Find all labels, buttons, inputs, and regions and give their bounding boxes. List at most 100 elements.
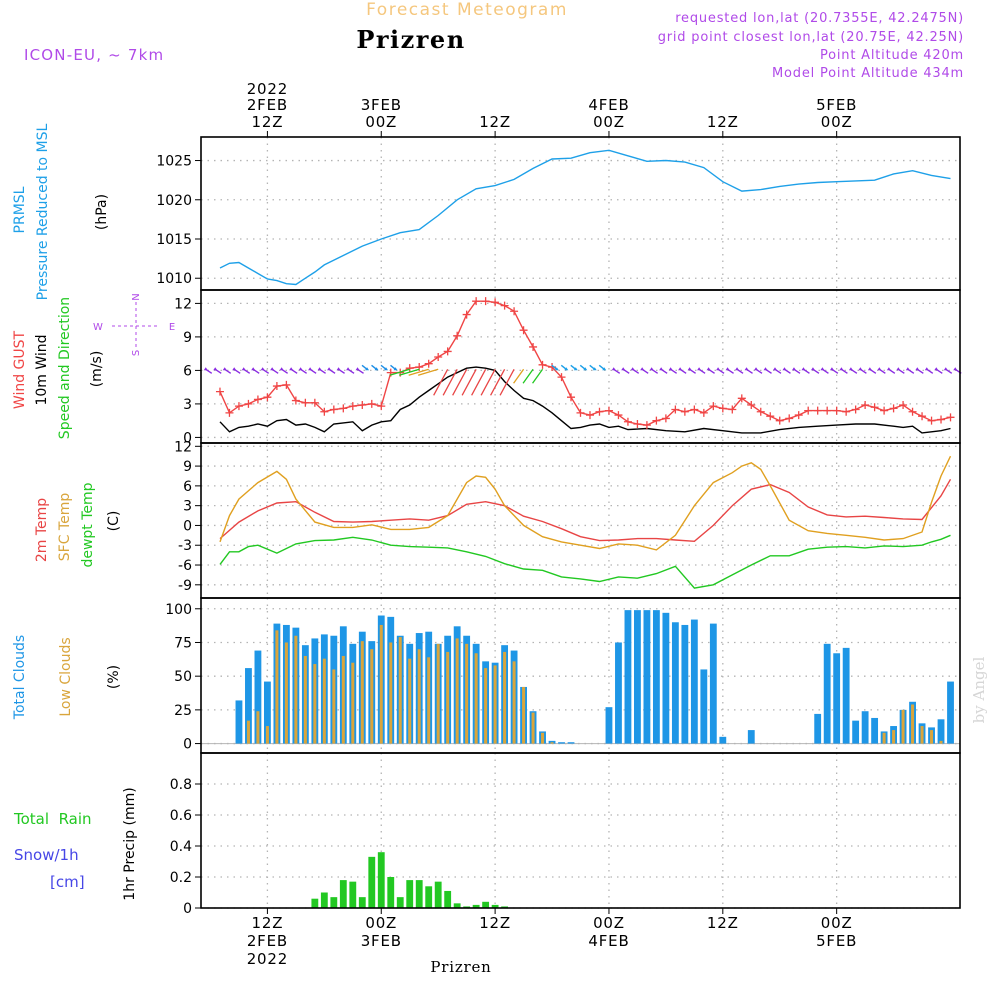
total-cloud-bar	[747, 730, 755, 744]
wind-direction-arrowhead	[384, 367, 389, 371]
time-label-top: 5FEB	[816, 96, 857, 114]
wind-direction-arrowhead	[877, 367, 882, 371]
low-cloud-bar	[417, 649, 421, 744]
y-tick-label: 9	[183, 459, 192, 475]
wind-direction-arrowhead	[924, 367, 929, 371]
wind-direction-arrowhead	[782, 367, 787, 371]
wind-direction-arrowhead	[934, 367, 939, 371]
gust-marker	[918, 412, 927, 421]
wind-direction-arrowhead	[621, 367, 626, 371]
low-cloud-bar	[920, 726, 924, 744]
y-tick-label: 75	[174, 635, 192, 651]
wind-direction-arrowhead	[279, 367, 284, 371]
point-altitude: Point Altitude 420m	[820, 48, 964, 63]
gust-marker	[225, 408, 234, 417]
wind-direction-arrowhead	[848, 367, 853, 371]
gust-marker	[927, 416, 936, 425]
total-cloud-bar	[719, 736, 727, 744]
wind-direction-arrowhead	[346, 367, 351, 371]
rain-bar	[330, 897, 338, 908]
gridpoint-coords: grid point closest lon,lat (20.75E, 42.2…	[658, 30, 964, 45]
gust-marker	[529, 342, 538, 351]
wind-direction-arrowhead	[820, 367, 825, 371]
total-cloud-bar	[643, 610, 651, 744]
gust-marker	[462, 310, 471, 319]
compass-e: E	[169, 322, 175, 333]
gust-marker	[690, 405, 699, 414]
gust-marker	[671, 405, 680, 414]
gust-marker	[813, 406, 822, 415]
wind-direction-arrowhead	[810, 367, 815, 371]
time-label-top: 00Z	[365, 113, 397, 131]
wind-direction-arrowhead	[896, 367, 901, 371]
y-tick-label: 0.6	[170, 808, 192, 824]
gust-marker	[652, 416, 661, 425]
low-cloud-bar	[360, 641, 364, 744]
gust-marker	[642, 421, 651, 430]
wind-direction-arrowhead	[564, 367, 569, 371]
total-cloud-bar	[709, 623, 717, 744]
low-cloud-bar	[436, 643, 440, 744]
total-cloud-bar	[634, 610, 641, 744]
precip-axis-label: 1hr Precip (mm)	[122, 787, 138, 900]
gust-marker	[291, 396, 300, 405]
total-cloud-bar	[254, 650, 262, 744]
requested-coords: requested lon,lat (20.7355E, 42.2475N)	[675, 11, 964, 26]
low-cloud-bar	[531, 712, 535, 744]
wind-direction-arrowhead	[592, 367, 597, 371]
low-cloud-bar	[284, 642, 288, 744]
total-cloud-bar	[947, 681, 954, 744]
gust-marker	[282, 380, 291, 389]
low-cloud-bar	[256, 711, 260, 744]
wind-direction-arrowhead	[839, 367, 844, 371]
wind-direction-arrowhead	[668, 367, 673, 371]
wind-direction-arrowhead	[327, 367, 332, 371]
wind-direction-arrowhead	[905, 367, 910, 371]
total-cloud-bar	[558, 742, 565, 744]
clouds-unit: (%)	[106, 665, 122, 689]
gust-marker	[434, 353, 443, 362]
total-cloud-bar	[833, 653, 841, 744]
wind-direction-arrowhead	[659, 367, 664, 371]
pressure-panel-frame	[200, 136, 961, 291]
dewpt-line	[219, 534, 951, 589]
wind-direction-arrowhead	[725, 367, 730, 371]
gust-marker	[842, 407, 851, 416]
low-cloud-bar	[427, 657, 431, 744]
precip-panel-frame	[200, 752, 961, 909]
rain-bar	[482, 901, 490, 908]
low-cloud-bar	[930, 730, 934, 744]
wind-direction-arrowhead	[697, 367, 702, 371]
total-cloud-bar	[263, 681, 271, 744]
rain-bar	[377, 852, 385, 908]
wind-direction-arrowhead	[649, 367, 654, 371]
total-cloud-bar	[823, 643, 831, 744]
low-cloud-bar	[389, 642, 393, 744]
gust-marker	[472, 297, 481, 306]
total-cloud-bar	[937, 719, 945, 744]
wind-panel-frame	[200, 289, 961, 444]
gust-marker	[443, 347, 452, 356]
time-label-bottom: 3FEB	[361, 932, 402, 950]
gust-marker	[377, 402, 386, 411]
rain-bar	[434, 881, 442, 908]
wind-direction-arrowhead	[716, 367, 721, 371]
wind-direction-arrow	[522, 368, 534, 384]
gust-marker	[234, 402, 243, 411]
wind-direction-arrowhead	[203, 367, 208, 371]
total-cloud-bar	[871, 717, 879, 744]
low-cloud-bar	[465, 643, 469, 744]
temp2m-label: 2m Temp	[34, 498, 50, 562]
total-cloud-bar	[567, 742, 575, 744]
total-cloud-bar	[662, 612, 670, 744]
wind-direction-arrowhead	[573, 367, 578, 371]
y-tick-label: 0	[183, 430, 192, 446]
y-tick-label: 0	[183, 518, 192, 534]
time-label-top: 2022	[247, 80, 288, 98]
total-cloud-bar	[852, 720, 860, 744]
wind-direction-arrow	[499, 368, 515, 396]
low-cloud-bar	[379, 624, 383, 744]
prmsl-label: PRMSL	[12, 186, 28, 233]
low-cloud-bar	[351, 662, 355, 744]
